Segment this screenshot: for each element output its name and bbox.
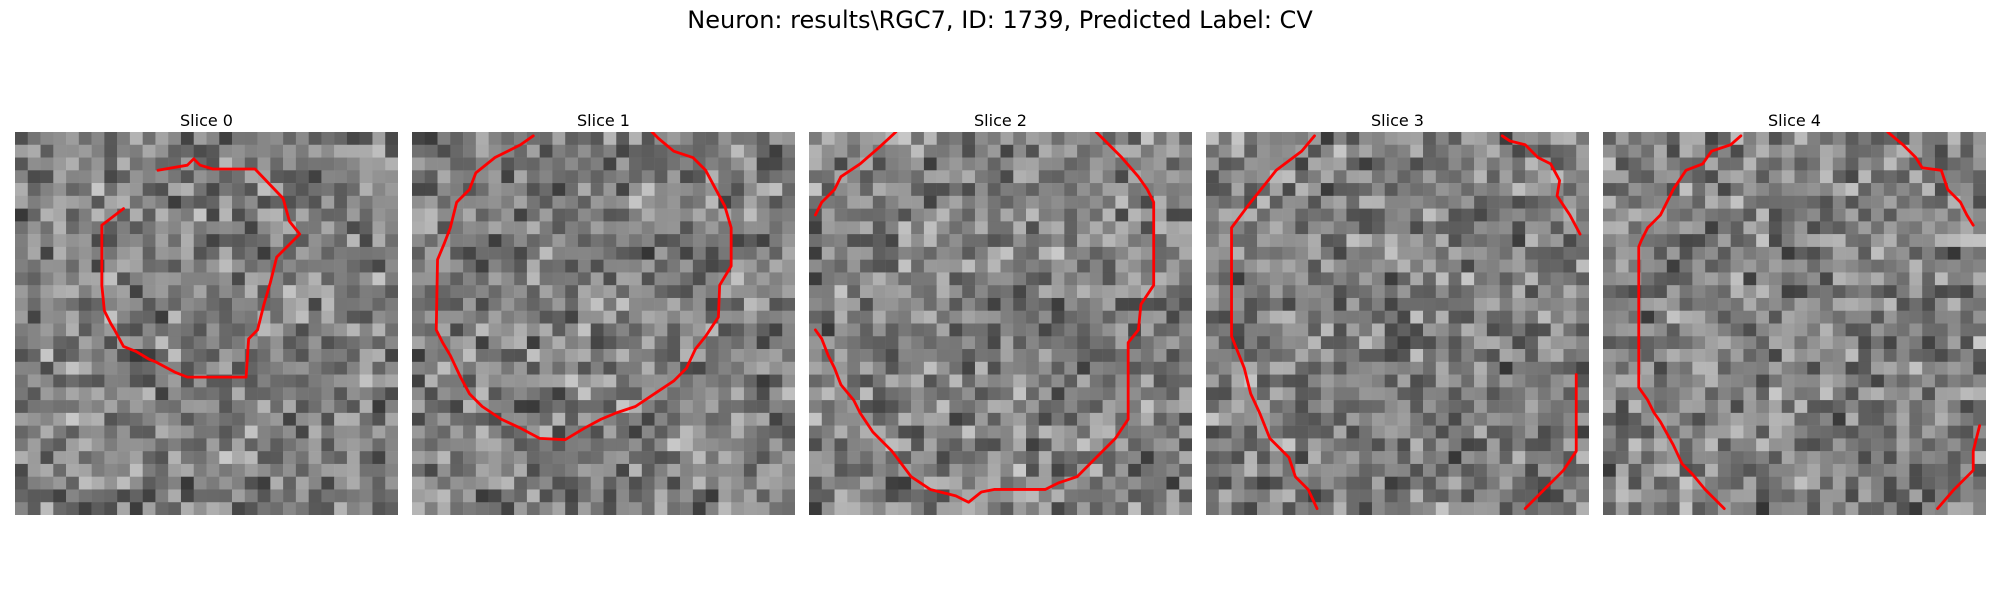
slice-image (412, 132, 795, 515)
contour-line (1230, 134, 1319, 511)
figure-title: Neuron: results\RGC7, ID: 1739, Predicte… (687, 6, 1313, 34)
pixel-texture (809, 132, 1192, 515)
slice-panel-3: Slice 3 (1206, 110, 1589, 515)
pixel-texture (1603, 132, 1986, 515)
contour-line (100, 157, 302, 379)
contour-line (1886, 132, 1975, 227)
slice-image (809, 132, 1192, 515)
slice-panel-0: Slice 0 (15, 110, 398, 515)
slice-image (1206, 132, 1589, 515)
slice-panel-1: Slice 1 (412, 110, 795, 515)
slice-title: Slice 3 (1371, 111, 1424, 130)
contour-line (1500, 134, 1582, 236)
slice-title: Slice 0 (180, 111, 233, 130)
slice-title: Slice 2 (974, 111, 1027, 130)
contour-line (1523, 373, 1578, 511)
pixel-texture (15, 132, 398, 515)
slice-panel-4: Slice 4 (1603, 110, 1986, 515)
slice-title: Slice 1 (577, 111, 630, 130)
contour-line (434, 132, 733, 442)
contour-line (813, 132, 1156, 504)
slice-title: Slice 4 (1768, 111, 1821, 130)
contour-line (1936, 424, 1982, 511)
pixel-texture (412, 132, 795, 515)
slice-panel-2: Slice 2 (809, 110, 1192, 515)
contour-line (1637, 134, 1743, 511)
slice-image (15, 132, 398, 515)
slice-image (1603, 132, 1986, 515)
contour-line (813, 132, 898, 217)
pixel-texture (1206, 132, 1589, 515)
